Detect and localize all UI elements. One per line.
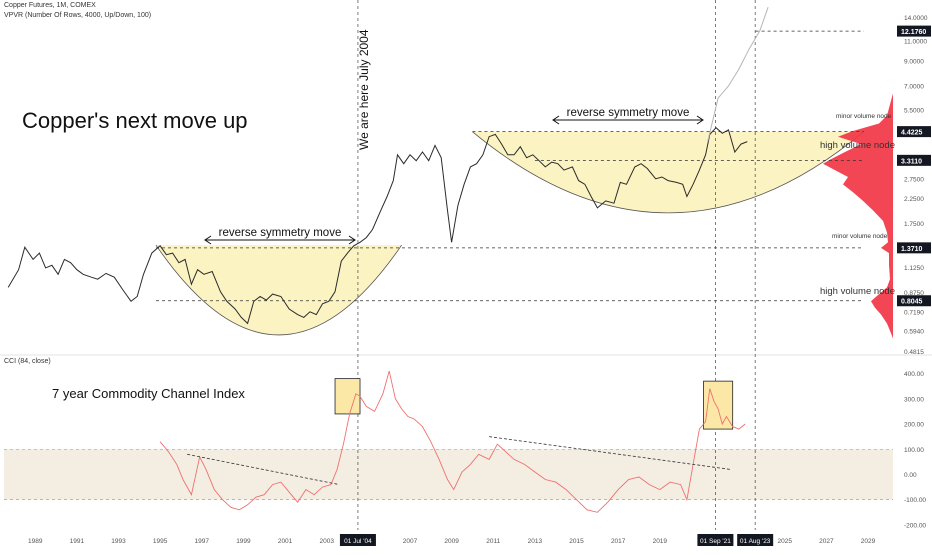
x-axis-tick-3: 1993 xyxy=(111,538,126,545)
minor-node-mid-label: minor volume node xyxy=(832,233,888,240)
time-badge-1: 01 Jul '04 xyxy=(344,538,372,545)
cci-highlight-box-1 xyxy=(334,378,361,415)
cci-axis-tick-6: -100.00 xyxy=(904,497,926,504)
time-badge-bg-3 xyxy=(737,534,774,546)
price-axis-tick-8: 2.7500 xyxy=(904,176,924,183)
x-axis-tick-11: 2011 xyxy=(486,538,500,545)
x-axis-tick-6: 1999 xyxy=(236,538,251,545)
price-axis-tick-2: 11.0000 xyxy=(904,39,927,46)
x-axis-tick-2: 1991 xyxy=(70,538,85,545)
price-badge-bg-3 xyxy=(897,154,931,166)
price-badge-3: 3.3110 xyxy=(901,158,922,165)
x-axis-tick-5: 1997 xyxy=(195,538,210,545)
symbol-title: Copper Futures, 1M, COMEX xyxy=(4,2,96,9)
rsm-left-arrow-left xyxy=(204,235,212,245)
price-axis-tick-1: 14.0000 xyxy=(904,15,928,22)
x-axis-tick-9: 2007 xyxy=(403,538,418,545)
x-axis-tick-10: 2009 xyxy=(444,538,459,545)
price-axis-tick-10: 1.7500 xyxy=(904,221,924,228)
cci-band xyxy=(4,449,893,500)
minor-node-top-label: minor volume node xyxy=(836,113,892,120)
cci-indicator-label: CCI (84, close) xyxy=(4,358,51,365)
rsm-right-label: reverse symmetry move xyxy=(567,107,690,119)
cci-series-line xyxy=(159,370,746,513)
price-axis-tick-5: 5.5000 xyxy=(904,107,924,114)
price-axis-tick-9: 2.2500 xyxy=(904,196,924,203)
x-axis-tick-12: 2013 xyxy=(528,538,543,545)
x-axis-tick-1: 1989 xyxy=(28,538,43,545)
symmetry-arc-curve-2 xyxy=(472,131,865,214)
price-badge-4: 1.3710 xyxy=(901,246,923,253)
time-badge-3: 01 Aug '23 xyxy=(740,538,771,545)
cci-axis-tick-4: 100.00 xyxy=(904,447,924,454)
symmetry-arc-fill-1 xyxy=(155,245,402,335)
high-node-low-label: high volume node xyxy=(820,286,895,297)
time-badge-2: 01 Sep '21 xyxy=(700,538,731,545)
cci-axis-tick-7: -200.00 xyxy=(904,522,926,529)
price-axis-tick-15: 0.7190 xyxy=(904,309,924,316)
x-axis-tick-15: 2019 xyxy=(653,538,668,545)
price-axis-tick-16: 0.5940 xyxy=(904,328,924,335)
rsm-right-arrow-left xyxy=(552,115,560,125)
x-axis-tick-4: 1995 xyxy=(153,538,168,545)
cci-trendline-2 xyxy=(489,436,731,470)
price-axis-tick-3: 9.0000 xyxy=(904,59,924,66)
x-axis-tick-16: 2025 xyxy=(778,538,793,545)
main-title-note: Copper's next move up xyxy=(22,108,248,133)
price-badge-1: 12.1760 xyxy=(901,29,926,36)
rsm-left-label: reverse symmetry move xyxy=(219,227,342,239)
rsm-right-arrow-right xyxy=(696,115,704,125)
cci-axis-tick-2: 300.00 xyxy=(904,396,924,403)
price-badge-2: 4.4225 xyxy=(901,130,923,137)
price-badge-bg-2 xyxy=(897,126,931,138)
price-axis-tick-12: 1.1250 xyxy=(904,265,924,272)
x-axis-tick-18: 2029 xyxy=(861,538,876,545)
cci-axis-tick-1: 400.00 xyxy=(904,371,924,378)
cci-axis-tick-5: 0.00 xyxy=(904,472,917,479)
x-axis-tick-14: 2017 xyxy=(611,538,626,545)
cci-title-note: 7 year Commodity Channel Index xyxy=(52,386,245,401)
projection-series-line xyxy=(707,7,769,142)
x-axis-tick-13: 2015 xyxy=(569,538,584,545)
x-axis-tick-8: 2003 xyxy=(319,538,334,545)
time-badge-bg-2 xyxy=(697,534,734,546)
symmetry-arc-fill-2 xyxy=(472,131,864,213)
price-axis-tick-4: 7.0000 xyxy=(904,84,924,91)
vpvr-indicator-label: VPVR (Number Of Rows, 4000, Up/Down, 100… xyxy=(4,12,152,19)
price-badge-bg-4 xyxy=(897,242,931,254)
price-series-line xyxy=(7,127,748,325)
time-badge-bg-1 xyxy=(339,534,376,546)
x-axis-tick-7: 2001 xyxy=(278,538,293,545)
high-node-top-label: high volume node xyxy=(820,140,895,151)
cci-highlight-box-2 xyxy=(703,380,734,430)
symmetry-arc-curve-1 xyxy=(155,244,402,336)
volume-profile xyxy=(823,17,893,339)
price-badge-bg-5 xyxy=(897,295,931,307)
price-axis-tick-13: 0.8750 xyxy=(904,290,924,297)
price-badge-5: 0.8045 xyxy=(901,299,923,306)
cci-axis-tick-3: 200.00 xyxy=(904,422,924,429)
rsm-left-arrow-right xyxy=(348,235,356,245)
price-badge-bg-1 xyxy=(897,25,931,37)
cci-trendline-1 xyxy=(187,453,340,485)
price-axis-tick-17: 0.4815 xyxy=(904,349,924,356)
vertical-note: We are here July 2004 xyxy=(357,29,371,150)
x-axis-tick-17: 2027 xyxy=(819,538,834,545)
